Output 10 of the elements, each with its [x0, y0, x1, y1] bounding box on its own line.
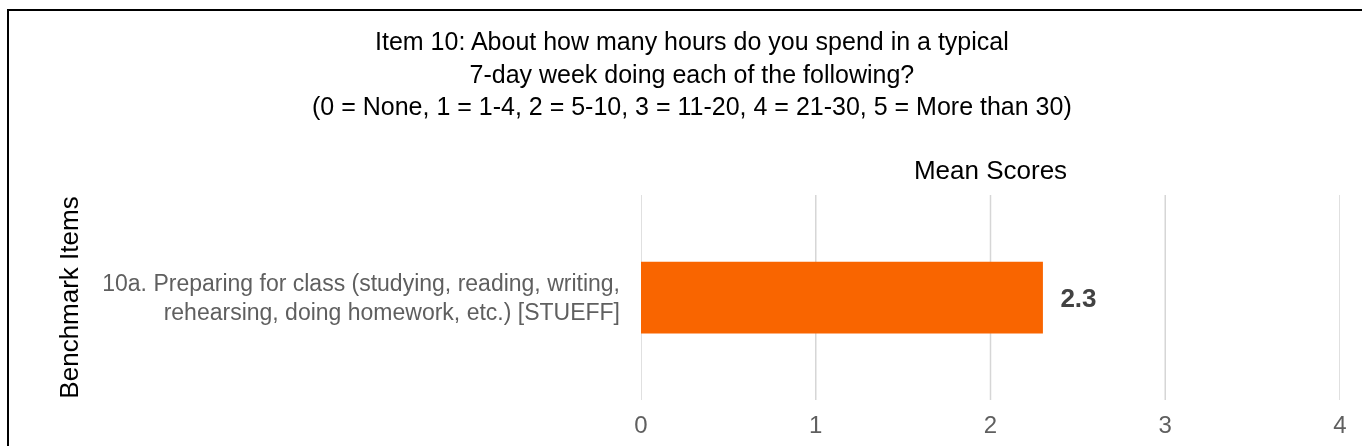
data-label: 2.3	[1060, 282, 1097, 313]
y-tick-label: 10a. Preparing for class (studying, reading, writing, rehearsing, doing homework, etc.) [STUEFF]	[102, 269, 620, 326]
y-axis-title: Benchmark Items	[53, 196, 84, 399]
x-tick-label: 4	[1333, 411, 1347, 438]
x-tick-label: 1	[809, 411, 823, 438]
x-tick-label: 2	[983, 411, 998, 438]
x-axis-title: Mean Scores	[913, 155, 1068, 186]
chart-title: Item 10: About how many hours do you spend in a typical 7-day week doing each of the following? (0 = None, 1 = 1-4, 2 = 5-10, 3 = 11-20, 4 = 21-30, 5 = More than 30)	[312, 27, 1072, 120]
x-tick-label: 0	[634, 411, 648, 438]
x-tick-label: 3	[1158, 411, 1172, 438]
